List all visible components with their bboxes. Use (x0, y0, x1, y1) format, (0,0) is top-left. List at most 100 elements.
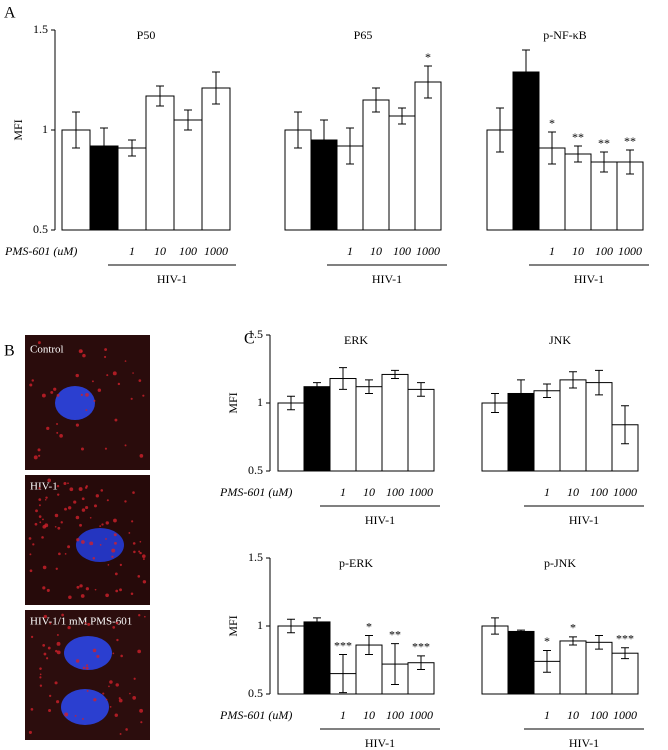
speckle (47, 478, 52, 483)
x-axis-label: PMS-601 (uM) (219, 485, 292, 499)
significance: * (570, 621, 576, 635)
y-tick-label: 1 (42, 122, 48, 136)
speckle (32, 543, 35, 546)
bar (277, 625, 305, 695)
speckle (79, 584, 83, 588)
speckle (29, 553, 32, 556)
image-label: Control (30, 344, 64, 356)
speckle (73, 500, 77, 504)
speckle (39, 667, 42, 670)
speckle (54, 525, 57, 528)
group-label: HIV-1 (157, 272, 187, 286)
bar (559, 640, 587, 695)
speckle (74, 715, 77, 717)
y-axis-label: MFI (11, 119, 25, 140)
speckle (29, 383, 33, 387)
x-tick-label: 10 (154, 244, 166, 258)
speckle (37, 448, 41, 452)
error-bar (100, 127, 108, 165)
y-tick-label: 1.5 (33, 22, 48, 36)
error-bar (212, 71, 220, 105)
speckle (67, 545, 71, 549)
error-bar (595, 369, 603, 396)
speckle (132, 542, 136, 545)
speckle (131, 520, 134, 523)
speckle (64, 507, 67, 511)
chart-title: p-JNK (544, 556, 576, 570)
speckle (42, 565, 47, 570)
group-label: HIV-1 (365, 736, 395, 750)
bar (303, 386, 331, 472)
speckle (59, 434, 63, 438)
x-tick-label: 100 (595, 244, 613, 258)
speckle (138, 614, 141, 617)
bar (481, 402, 509, 472)
speckle (75, 659, 80, 663)
speckle (120, 654, 123, 658)
error-bar (491, 392, 499, 414)
bar (564, 153, 592, 231)
x-tick-label: 1000 (618, 244, 642, 258)
speckle (112, 371, 117, 376)
speckle (28, 730, 32, 734)
speckle (138, 550, 141, 553)
x-tick-label: 1000 (613, 485, 637, 499)
speckle (56, 484, 60, 488)
speckle (28, 537, 32, 540)
speckle (142, 558, 145, 561)
error-bar (372, 87, 380, 113)
x-tick-label: 100 (393, 244, 411, 258)
error-bar (621, 647, 629, 660)
speckle (31, 379, 34, 382)
speckle (67, 506, 72, 510)
error-bar (517, 379, 525, 408)
speckle (39, 521, 42, 524)
bar (407, 388, 435, 472)
panel-label: A (4, 5, 16, 22)
bar (277, 402, 305, 472)
speckle (138, 379, 142, 382)
error-bar (128, 139, 136, 157)
speckle (76, 585, 80, 589)
speckle (75, 423, 79, 427)
speckle (113, 518, 117, 523)
speckle (132, 491, 135, 494)
x-tick-label: 1000 (409, 708, 433, 722)
speckle (47, 646, 51, 650)
bar (585, 382, 613, 472)
speckle (142, 580, 147, 584)
bar (585, 641, 613, 695)
speckle (142, 394, 145, 397)
speckle (76, 538, 80, 542)
speckle (79, 523, 82, 527)
x-tick-label: 100 (179, 244, 197, 258)
significance: ** (598, 136, 610, 150)
speckle (30, 635, 34, 639)
image-label: HIV-1/1 mM PMS-601 (30, 616, 132, 628)
significance: *** (334, 638, 352, 652)
error-bar (339, 654, 347, 694)
speckle (56, 431, 59, 434)
speckle (38, 498, 42, 501)
speckle (81, 497, 85, 501)
speckle (133, 677, 136, 680)
error-bar (569, 371, 577, 389)
error-bar (626, 149, 634, 175)
x-tick-label: 1 (340, 485, 346, 499)
speckle (85, 393, 89, 397)
speckle (37, 341, 41, 345)
speckle (104, 447, 108, 450)
speckle (99, 543, 102, 546)
significance: * (544, 634, 550, 648)
speckle (119, 588, 122, 592)
speckle (106, 499, 109, 502)
speckle (114, 418, 118, 422)
error-bar (313, 617, 321, 627)
y-tick-label: 0.5 (248, 463, 263, 477)
significance: * (549, 116, 555, 130)
speckle (137, 649, 142, 654)
speckle (61, 613, 64, 617)
speckle (49, 694, 52, 698)
y-tick-label: 1 (257, 618, 263, 632)
error-bar (595, 635, 603, 650)
